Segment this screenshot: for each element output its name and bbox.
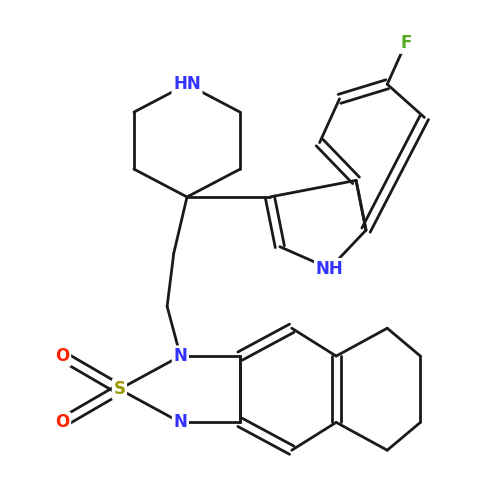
Text: N: N bbox=[174, 347, 188, 365]
Text: N: N bbox=[174, 414, 188, 432]
Text: F: F bbox=[400, 34, 411, 52]
Text: O: O bbox=[56, 347, 70, 365]
Text: S: S bbox=[114, 380, 126, 398]
Text: HN: HN bbox=[173, 76, 201, 94]
Text: NH: NH bbox=[316, 260, 344, 278]
Text: O: O bbox=[56, 414, 70, 432]
